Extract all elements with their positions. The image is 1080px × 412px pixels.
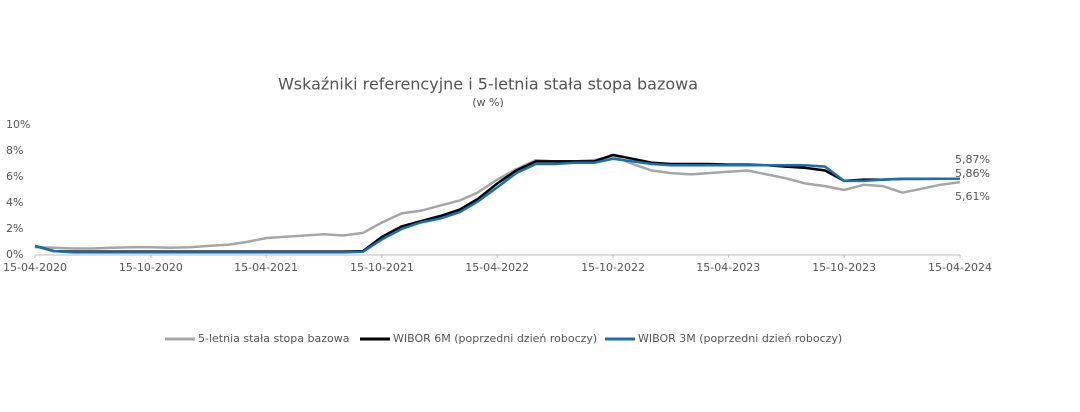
x-tick-label: 15-04-2024 — [928, 261, 992, 274]
x-tick-label: 15-10-2021 — [350, 261, 414, 274]
chart-title: Wskaźniki referencyjne i 5-letnia stała … — [278, 75, 698, 94]
x-tick-label: 15-04-2020 — [3, 261, 67, 274]
x-tick-label: 15-04-2023 — [696, 261, 760, 274]
series-line — [34, 157, 960, 254]
legend-label: 5-letnia stała stopa bazowa — [198, 332, 349, 345]
y-tick-label: 4% — [6, 196, 23, 209]
end-label: 5,87% — [955, 153, 990, 166]
chart-subtitle: (w %) — [472, 96, 504, 109]
end-label: 5,61% — [955, 190, 990, 203]
y-tick-label: 0% — [6, 248, 23, 261]
y-tick-label: 6% — [6, 170, 23, 183]
series-line — [34, 153, 961, 253]
x-tick-label: 15-10-2020 — [119, 261, 183, 274]
series-line — [34, 154, 961, 250]
x-tick-label: 15-04-2022 — [465, 261, 529, 274]
y-tick-label: 10% — [6, 118, 30, 131]
x-tick-label: 15-04-2021 — [234, 261, 298, 274]
y-tick-label: 2% — [6, 222, 23, 235]
x-tick-label: 15-10-2022 — [581, 261, 645, 274]
legend-label: WIBOR 3M (poprzedni dzień roboczy) — [638, 332, 842, 345]
legend-label: WIBOR 6M (poprzedni dzień roboczy) — [393, 332, 597, 345]
end-label: 5,86% — [955, 167, 990, 180]
x-tick-label: 15-10-2023 — [812, 261, 876, 274]
y-tick-label: 8% — [6, 144, 23, 157]
